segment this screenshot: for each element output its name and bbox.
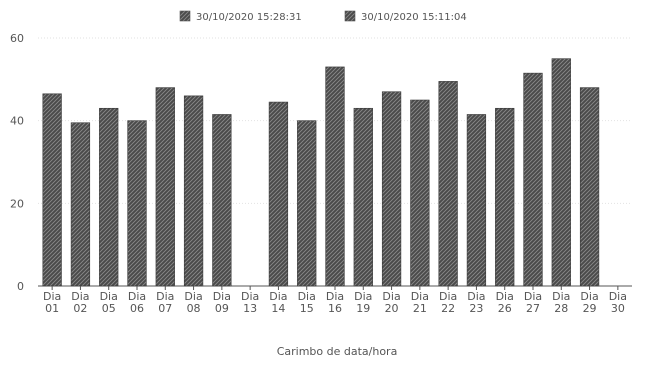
x-tick-label: Dia 08 <box>184 290 202 315</box>
bar <box>155 87 175 287</box>
bar <box>523 72 543 287</box>
bar <box>212 114 232 287</box>
x-tick-label: Dia 13 <box>241 290 259 315</box>
bar <box>579 87 600 287</box>
chart-legend: 30/10/2020 15:28:31 30/10/2020 15:11:04 <box>179 10 467 23</box>
x-tick-label: Dia 23 <box>467 290 485 315</box>
x-axis-label: Carimbo de data/hora <box>277 345 398 358</box>
bar <box>410 99 430 287</box>
x-tick-label: Dia 05 <box>100 290 118 315</box>
bar <box>127 120 147 287</box>
legend-label: 30/10/2020 15:11:04 <box>361 12 467 23</box>
bar <box>297 120 317 287</box>
x-tick-label: Dia 14 <box>269 290 287 315</box>
bar <box>42 93 62 287</box>
x-tick-label: Dia 06 <box>128 290 146 315</box>
x-tick-label: Dia 29 <box>580 290 598 315</box>
bar <box>438 81 458 287</box>
bar <box>325 66 345 287</box>
legend-label: 30/10/2020 15:28:31 <box>196 12 302 23</box>
bar <box>268 101 289 287</box>
x-tick-label: Dia 01 <box>43 290 61 315</box>
bar <box>495 107 515 287</box>
y-tick-label: 40 <box>10 115 24 128</box>
x-tick-label: Dia 02 <box>71 290 89 315</box>
x-tick-label: Dia 21 <box>411 290 429 315</box>
bar <box>99 107 119 287</box>
y-axis: 0 20 40 60 <box>10 32 24 293</box>
y-tick-label: 20 <box>10 197 24 210</box>
x-tick-label: Dia 27 <box>524 290 542 315</box>
x-tick-label: Dia 30 <box>609 290 627 315</box>
x-tick-label: Dia 16 <box>326 290 344 315</box>
x-tick-label: Dia 07 <box>156 290 174 315</box>
bar <box>183 95 204 287</box>
bar <box>353 107 373 287</box>
bar <box>466 114 487 287</box>
x-tick-label: Dia 09 <box>213 290 231 315</box>
bar <box>70 122 91 287</box>
y-tick-label: 0 <box>17 280 24 293</box>
chart-bars <box>42 58 600 287</box>
x-axis: Dia 01 Dia 02 Dia 05 Dia 06 Dia 07 Dia 08 Dia 09 Dia 13… <box>43 286 627 315</box>
x-tick-label: Dia 26 <box>496 290 514 315</box>
x-tick-label: Dia 20 <box>382 290 400 315</box>
bar <box>551 58 571 287</box>
x-tick-label: Dia 28 <box>552 290 570 315</box>
legend-swatch <box>179 10 191 22</box>
y-tick-label: 60 <box>10 32 24 45</box>
bar <box>381 91 402 287</box>
x-tick-label: Dia 15 <box>298 290 316 315</box>
x-tick-label: Dia 19 <box>354 290 372 315</box>
x-tick-label: Dia 22 <box>439 290 457 315</box>
legend-swatch <box>344 10 356 22</box>
